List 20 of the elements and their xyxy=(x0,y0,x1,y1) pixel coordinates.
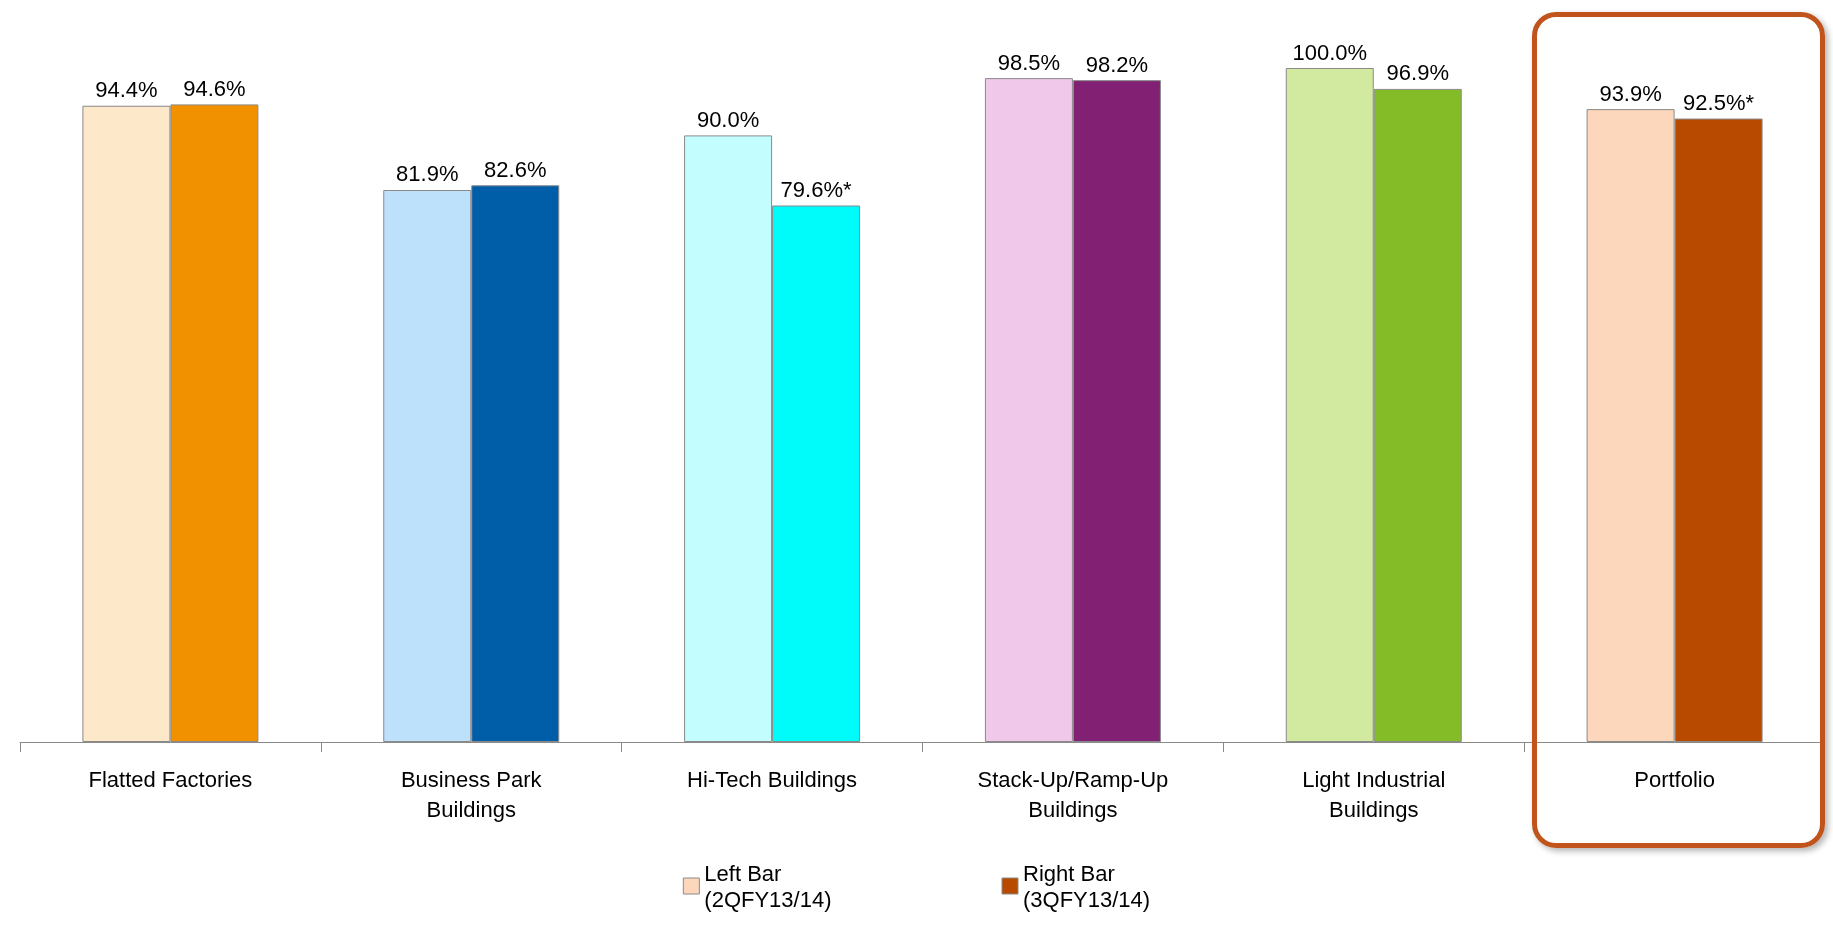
legend-label: Right Bar (3QFY13/14) xyxy=(1023,860,1151,912)
legend-label: Left Bar (2QFY13/14) xyxy=(704,860,832,912)
x-tick-label: Flatted Factories xyxy=(88,766,253,792)
x-tick-label: Light Industrial Buildings xyxy=(1302,766,1446,822)
data-label: 94.6% xyxy=(183,75,246,101)
data-label: 96.9% xyxy=(1386,60,1449,86)
data-label: 94.4% xyxy=(95,77,158,103)
x-tick-label: Stack-Up/Ramp-Up Buildings xyxy=(977,766,1169,822)
data-label: 92.5%* xyxy=(1683,90,1755,116)
x-tick-label: Portfolio xyxy=(1634,766,1715,792)
data-label: 90.0% xyxy=(696,106,760,132)
data-label: 82.6% xyxy=(484,156,547,182)
data-label: 98.5% xyxy=(997,49,1061,75)
x-tick-label: Hi-Tech Buildings xyxy=(687,766,858,792)
data-label: 81.9% xyxy=(396,161,459,187)
data-label: 100.0% xyxy=(1292,39,1368,65)
data-label: 79.6%* xyxy=(780,177,852,202)
data-label: 98.2% xyxy=(1085,51,1149,77)
data-label: 93.9% xyxy=(1599,80,1662,106)
x-tick-label: Business Park Buildings xyxy=(400,766,543,822)
